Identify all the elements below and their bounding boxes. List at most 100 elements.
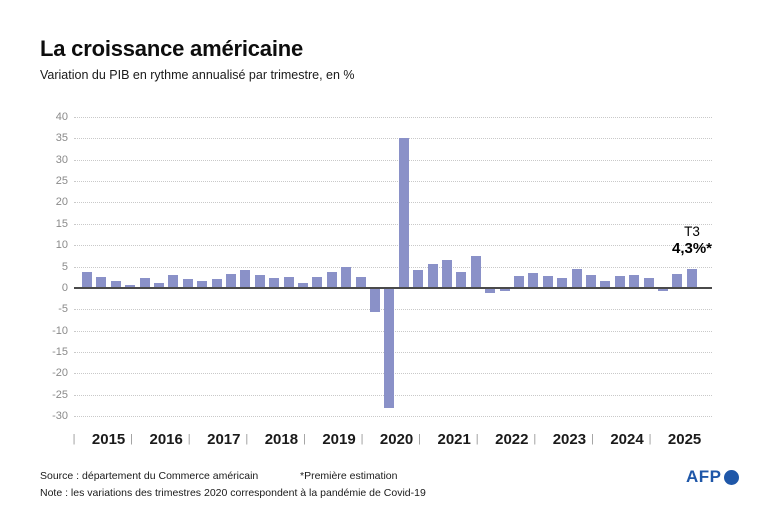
bar	[254, 275, 265, 288]
y-tick-label: 0	[61, 281, 68, 294]
afp-logo-text: AFP	[686, 467, 722, 486]
tick-separator: |	[302, 433, 306, 445]
year-label: 2022	[495, 431, 529, 448]
bar	[355, 276, 366, 288]
bar	[82, 272, 92, 288]
y-tick-label: -20	[52, 367, 68, 380]
bar	[672, 273, 683, 288]
year-label: 2020	[379, 431, 414, 448]
y-tick-label: 15	[55, 217, 68, 230]
y-tick-label: 10	[55, 239, 68, 252]
bar	[514, 276, 524, 288]
bar	[240, 270, 251, 288]
tick-separator: |	[245, 433, 249, 445]
tick-separator: |	[360, 433, 364, 445]
bar	[197, 280, 208, 288]
afp-logo: AFP	[686, 467, 739, 487]
bar	[326, 272, 337, 288]
y-tick-label: 40	[55, 111, 68, 123]
y-tick-label: -15	[52, 345, 68, 358]
gridline	[74, 159, 712, 161]
y-tick-label: 5	[61, 260, 68, 273]
gridline	[74, 117, 712, 118]
bar	[168, 275, 179, 288]
last-bar-annotation: T3 4,3%*	[662, 224, 722, 257]
tick-separator: |	[648, 433, 652, 445]
gridline	[74, 266, 712, 268]
bar	[643, 277, 654, 288]
year-label: 2015	[91, 431, 126, 448]
gridline	[74, 138, 712, 140]
gridline	[74, 223, 712, 225]
y-tick-label: 35	[55, 132, 68, 145]
bar	[182, 278, 193, 288]
bar	[658, 288, 668, 291]
bar	[485, 288, 496, 294]
page-title: La croissance américaine	[40, 36, 304, 61]
bar	[110, 281, 121, 288]
bar	[686, 269, 697, 288]
bar	[470, 255, 481, 288]
bar	[499, 288, 510, 291]
source-text: Source : département du Commerce américa…	[40, 470, 259, 482]
bar	[557, 278, 568, 288]
gridline	[74, 181, 712, 183]
covid-note-text: Note : les variations des trimestres 202…	[40, 487, 426, 499]
bar	[139, 278, 150, 288]
bar	[298, 283, 308, 288]
annotation-value-label: 4,3%*	[671, 240, 713, 257]
bar	[571, 269, 582, 288]
y-tick-label: -5	[58, 303, 68, 316]
gridline	[74, 416, 712, 417]
year-label: 2024	[610, 431, 644, 448]
gridline	[74, 202, 712, 204]
tick-separator: |	[475, 433, 479, 445]
bar	[586, 274, 596, 288]
bar	[600, 280, 611, 288]
bar	[528, 273, 539, 288]
afp-logo-circle-icon	[723, 469, 739, 485]
bar	[629, 274, 640, 288]
y-tick-label: -25	[52, 388, 68, 401]
bar	[542, 276, 553, 288]
bar	[413, 269, 424, 288]
year-label: 2018	[264, 431, 299, 448]
bar	[614, 275, 625, 288]
year-label: 2023	[552, 431, 587, 448]
bar	[269, 277, 280, 288]
tick-separator: |	[533, 433, 537, 445]
year-label: 2025	[667, 431, 702, 448]
zero-axis-line	[74, 286, 712, 289]
y-tick-label: -10	[52, 324, 68, 337]
bar	[154, 282, 164, 288]
bar	[125, 284, 136, 288]
y-tick-label: 30	[55, 153, 68, 166]
year-label: 2021	[437, 431, 471, 448]
tick-separator: |	[590, 433, 594, 445]
year-label: 2017	[207, 431, 241, 448]
bar	[442, 260, 452, 288]
estimation-footnote: *Première estimation	[300, 470, 398, 482]
year-label: 2019	[322, 431, 356, 448]
y-tick-label: -30	[52, 410, 68, 422]
chart-subtitle: Variation du PIB en rythme annualisé par…	[40, 68, 355, 82]
bar	[456, 272, 467, 288]
bar	[283, 276, 294, 288]
year-label: 2016	[149, 431, 183, 448]
bar	[341, 267, 352, 288]
bar	[312, 276, 323, 288]
tick-separator: |	[130, 433, 134, 445]
bar	[226, 274, 236, 288]
annotation-quarter-label: T3	[684, 224, 700, 239]
tick-separator: |	[187, 433, 191, 445]
bar	[427, 263, 438, 288]
y-tick-label: 25	[55, 175, 68, 188]
bar	[384, 288, 395, 409]
tick-separator: |	[418, 433, 422, 445]
bar	[96, 277, 107, 288]
bar	[398, 137, 409, 288]
bar	[370, 288, 380, 313]
y-tick-label: 20	[55, 196, 68, 209]
gridline	[74, 245, 712, 247]
